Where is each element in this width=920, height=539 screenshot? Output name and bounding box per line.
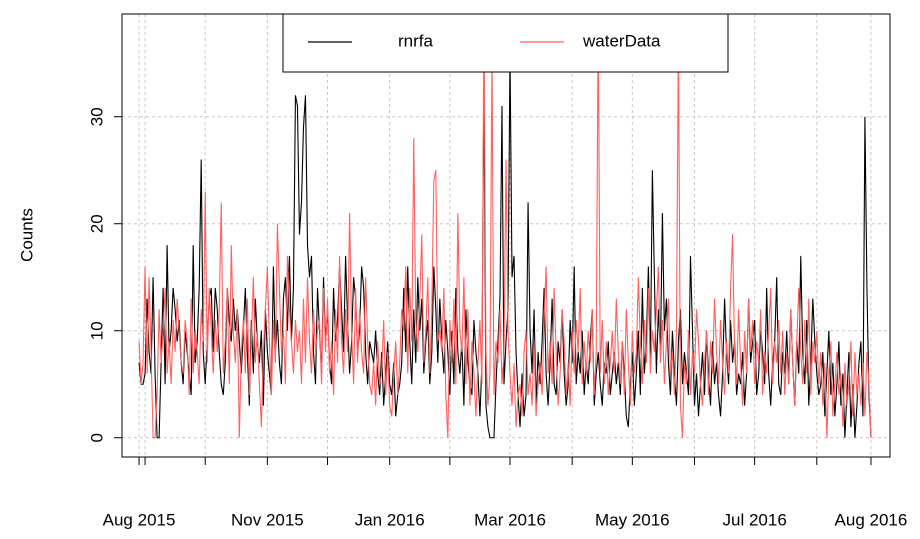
y-tick-label: 20 xyxy=(87,214,106,233)
y-tick-label: 0 xyxy=(87,433,106,442)
y-tick-label: 10 xyxy=(87,321,106,340)
plot-frame xyxy=(121,13,891,458)
series-line xyxy=(138,14,872,439)
x-tick-label: May 2016 xyxy=(595,510,670,529)
legend-label: rnrfa xyxy=(398,31,434,50)
x-tick-label: Jan 2016 xyxy=(355,510,425,529)
x-tick-label: Aug 2015 xyxy=(103,510,176,529)
x-tick-label: Aug 2016 xyxy=(835,510,908,529)
legend-box xyxy=(282,13,729,73)
legend-label: waterData xyxy=(582,31,661,50)
x-tick-label: Nov 2015 xyxy=(231,510,304,529)
y-tick-label: 30 xyxy=(87,107,106,126)
plot-area xyxy=(138,14,872,439)
x-tick-label: Jul 2016 xyxy=(723,510,787,529)
x-tick-label: Mar 2016 xyxy=(474,510,546,529)
y-axis-label: Counts xyxy=(17,208,36,262)
